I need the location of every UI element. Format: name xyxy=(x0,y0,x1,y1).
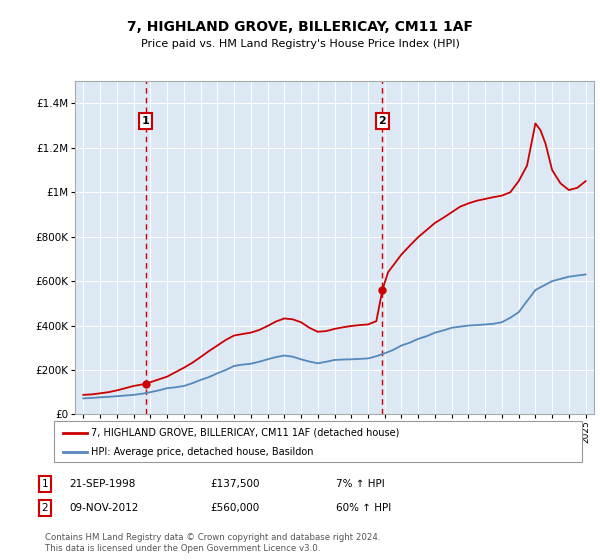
Text: £560,000: £560,000 xyxy=(210,503,259,513)
Text: 7, HIGHLAND GROVE, BILLERICAY, CM11 1AF: 7, HIGHLAND GROVE, BILLERICAY, CM11 1AF xyxy=(127,20,473,34)
Text: 09-NOV-2012: 09-NOV-2012 xyxy=(69,503,139,513)
Text: 60% ↑ HPI: 60% ↑ HPI xyxy=(336,503,391,513)
Text: 2: 2 xyxy=(41,503,49,513)
Text: 1: 1 xyxy=(41,479,49,489)
Text: 1: 1 xyxy=(142,116,149,126)
Text: 7% ↑ HPI: 7% ↑ HPI xyxy=(336,479,385,489)
Text: 7, HIGHLAND GROVE, BILLERICAY, CM11 1AF (detached house): 7, HIGHLAND GROVE, BILLERICAY, CM11 1AF … xyxy=(91,428,400,437)
Text: £137,500: £137,500 xyxy=(210,479,260,489)
Text: Price paid vs. HM Land Registry's House Price Index (HPI): Price paid vs. HM Land Registry's House … xyxy=(140,39,460,49)
Text: HPI: Average price, detached house, Basildon: HPI: Average price, detached house, Basi… xyxy=(91,447,314,457)
Text: 21-SEP-1998: 21-SEP-1998 xyxy=(69,479,136,489)
Text: 2: 2 xyxy=(379,116,386,126)
Text: Contains HM Land Registry data © Crown copyright and database right 2024.
This d: Contains HM Land Registry data © Crown c… xyxy=(45,533,380,553)
